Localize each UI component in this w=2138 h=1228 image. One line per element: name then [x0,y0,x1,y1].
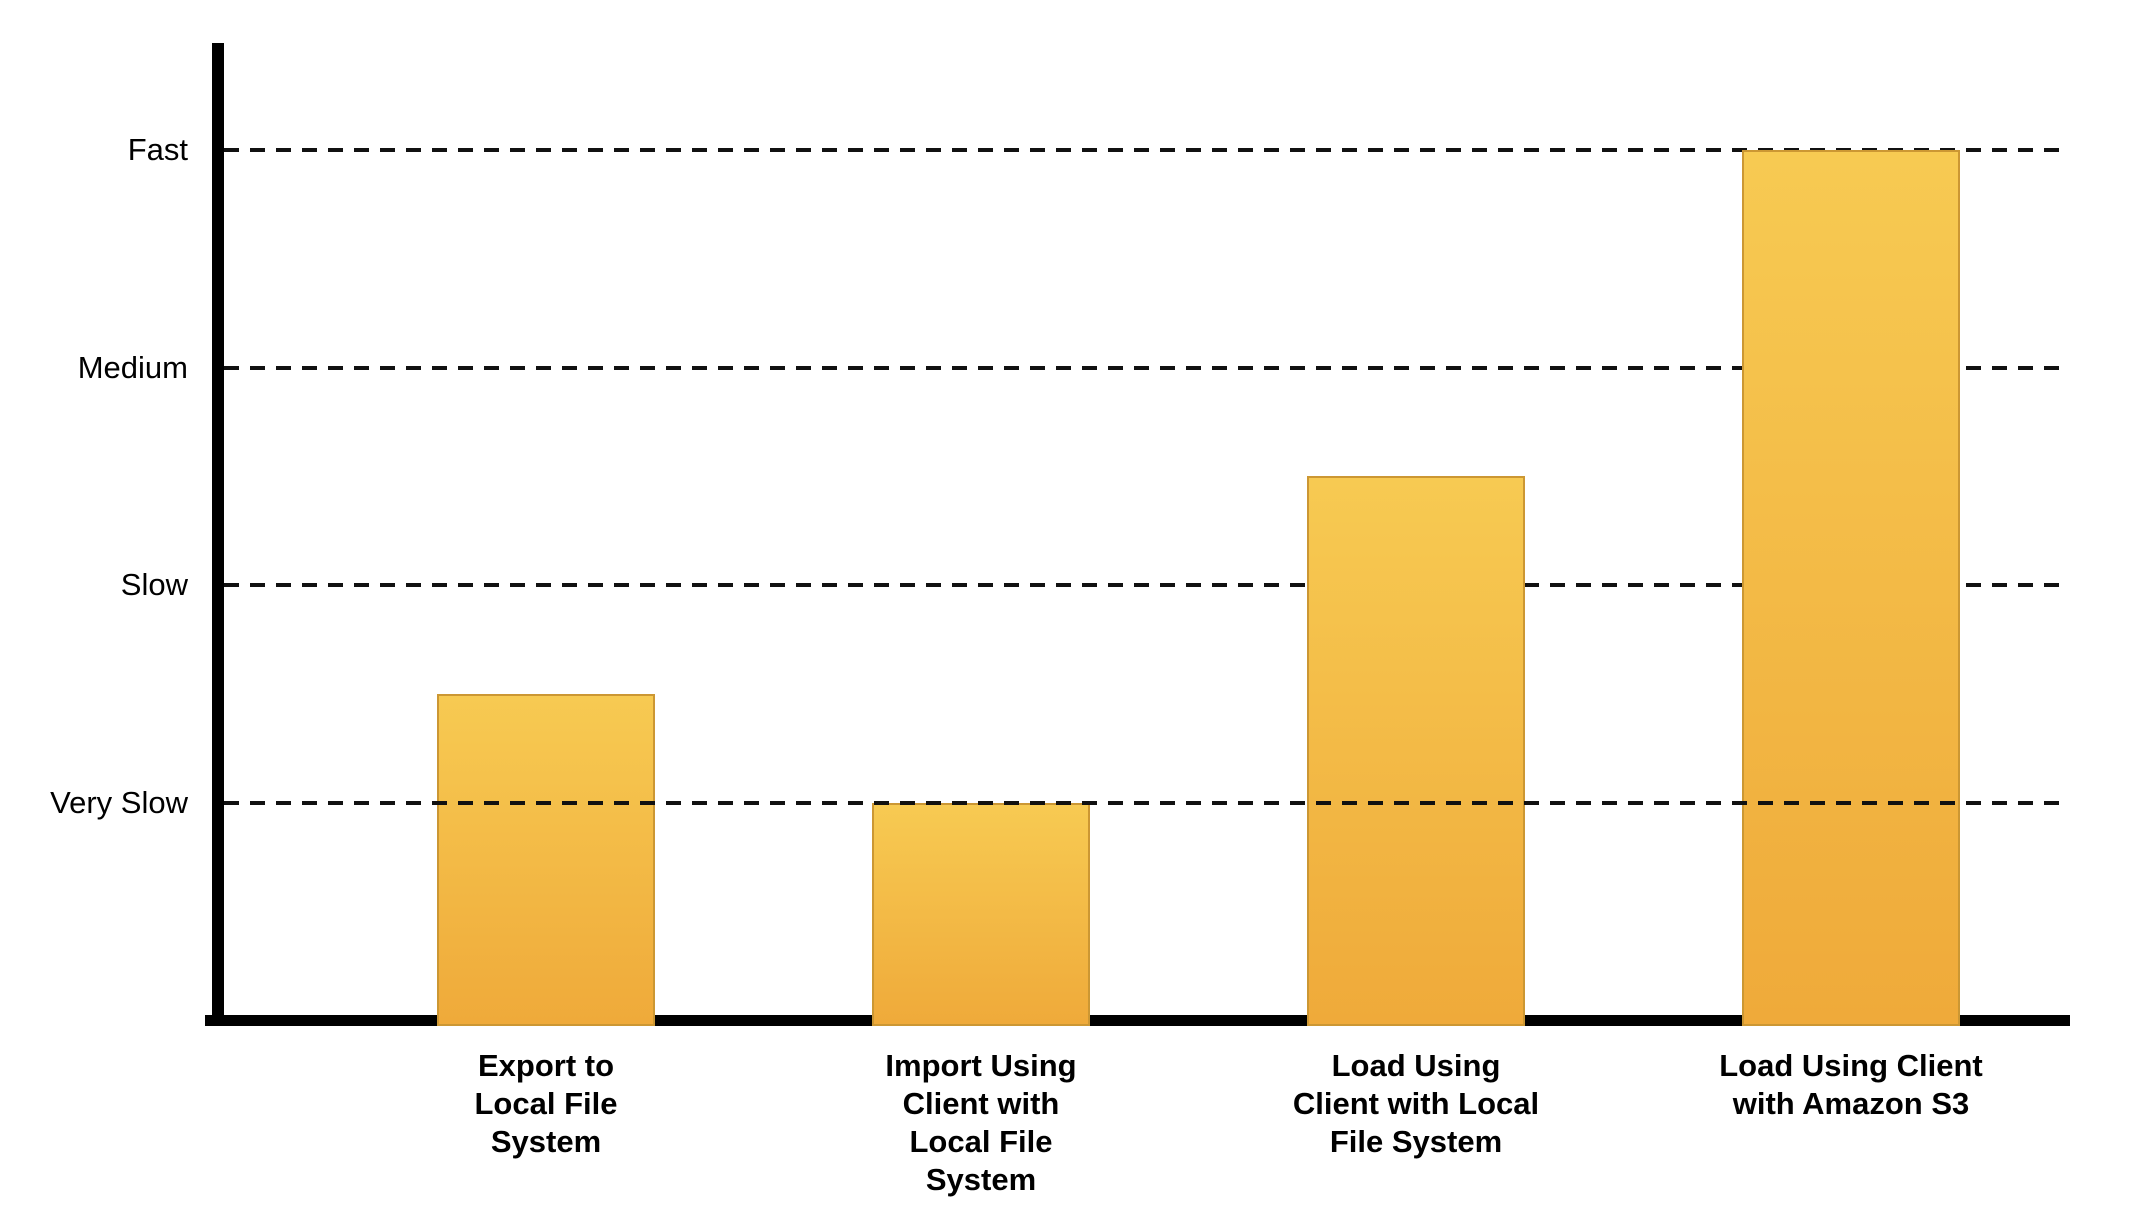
bar [1742,150,1960,1026]
category-label-line: System [925,1162,1037,1197]
category-label-line: with Amazon S3 [1732,1086,1970,1121]
y-tick-label: Fast [127,132,188,167]
category-label-line: File System [1329,1124,1503,1159]
category-label-line: Client with [902,1086,1060,1121]
category-label-line: Local File [474,1086,618,1121]
bar [437,693,655,1026]
category-label-line: Local File [909,1124,1053,1159]
category-label-line: Load Using Client [1719,1048,1983,1083]
category-label-line: Import Using [885,1048,1077,1083]
category-label: Export to Local File System [326,1047,766,1161]
category-label: Load Using Client with Local File System [1196,1047,1636,1161]
category-label-line: System [490,1124,602,1159]
category-label-line: Export to [477,1048,615,1083]
gridline [224,148,2070,152]
bar [872,802,1090,1026]
y-tick-label: Medium [77,349,188,385]
category-label: Load Using Client with Amazon S3 [1631,1047,2071,1123]
category-label-line: Client with Local [1292,1086,1540,1121]
gridline [224,583,2070,587]
y-tick-label: Very Slow [50,784,188,820]
bar [1307,476,1525,1026]
category-label-line: Load Using [1331,1048,1501,1083]
gridline [224,800,2070,805]
y-tick-label: Slow [120,567,188,602]
y-axis-line [212,43,224,1026]
x-axis-line [205,1015,2070,1026]
gridline [224,365,2070,370]
category-label: Import Using Client with Local File System [761,1047,1201,1199]
